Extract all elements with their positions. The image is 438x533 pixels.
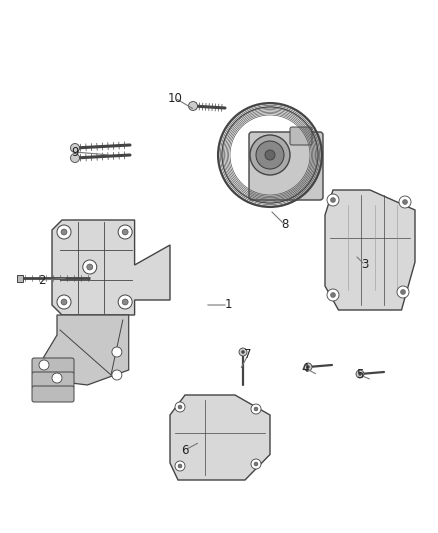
Circle shape [307, 366, 310, 368]
Circle shape [178, 405, 182, 409]
Circle shape [265, 150, 275, 160]
Circle shape [331, 293, 336, 297]
FancyBboxPatch shape [290, 127, 312, 145]
Circle shape [327, 289, 339, 301]
Text: 9: 9 [71, 146, 79, 158]
FancyBboxPatch shape [32, 372, 74, 388]
Text: 10: 10 [168, 92, 183, 104]
Circle shape [118, 295, 132, 309]
Circle shape [331, 198, 336, 203]
Circle shape [71, 154, 80, 163]
Text: 3: 3 [361, 259, 369, 271]
Circle shape [122, 229, 128, 235]
FancyBboxPatch shape [17, 274, 23, 281]
Circle shape [61, 299, 67, 305]
Circle shape [112, 370, 122, 380]
Polygon shape [42, 315, 129, 385]
Circle shape [175, 461, 185, 471]
Circle shape [57, 295, 71, 309]
Circle shape [356, 370, 364, 378]
FancyBboxPatch shape [32, 358, 74, 374]
Circle shape [118, 225, 132, 239]
Circle shape [57, 225, 71, 239]
Circle shape [112, 347, 122, 357]
Text: 6: 6 [181, 443, 189, 456]
Circle shape [61, 229, 67, 235]
Text: 4: 4 [301, 361, 309, 375]
Circle shape [71, 143, 80, 152]
Circle shape [358, 373, 361, 376]
Circle shape [397, 286, 409, 298]
FancyBboxPatch shape [32, 386, 74, 402]
Polygon shape [325, 190, 415, 310]
Circle shape [251, 404, 261, 414]
Circle shape [327, 194, 339, 206]
Circle shape [175, 402, 185, 412]
Circle shape [254, 407, 258, 411]
FancyBboxPatch shape [249, 132, 323, 200]
Text: 1: 1 [224, 298, 232, 311]
Circle shape [188, 101, 198, 110]
Circle shape [254, 462, 258, 466]
Text: 2: 2 [38, 273, 46, 287]
Circle shape [304, 363, 312, 371]
Circle shape [83, 260, 97, 274]
Text: 8: 8 [281, 219, 289, 231]
Circle shape [256, 141, 284, 169]
Circle shape [239, 348, 247, 356]
Circle shape [241, 351, 244, 353]
Circle shape [399, 196, 411, 208]
Circle shape [87, 264, 93, 270]
Circle shape [39, 360, 49, 370]
Polygon shape [170, 395, 270, 480]
Text: 5: 5 [356, 368, 364, 382]
Circle shape [400, 289, 406, 295]
Text: 7: 7 [244, 349, 252, 361]
Circle shape [52, 373, 62, 383]
Circle shape [251, 459, 261, 469]
Circle shape [250, 135, 290, 175]
Circle shape [403, 199, 407, 205]
Polygon shape [52, 220, 170, 315]
Circle shape [178, 464, 182, 468]
Circle shape [122, 299, 128, 305]
